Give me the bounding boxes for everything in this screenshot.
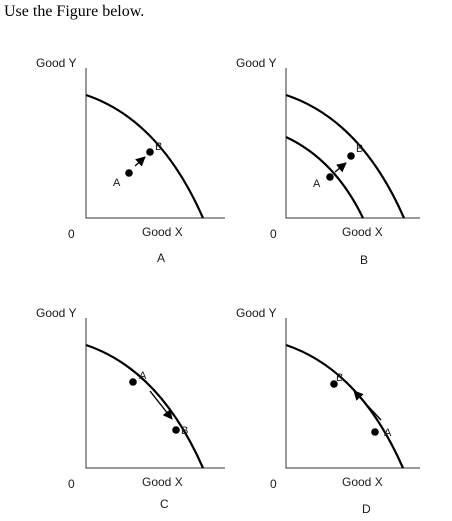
axes: [85, 68, 225, 219]
point-b: [330, 380, 338, 388]
x-axis-label: Good X: [142, 225, 183, 239]
y-axis-label: Good Y: [236, 306, 276, 320]
panel-a: Good Y 0 Good X A B A: [36, 56, 225, 265]
panel-label: B: [360, 253, 368, 267]
panel-d: Good Y 0 Good X B A D: [236, 306, 420, 516]
point-b: [347, 152, 355, 160]
origin-label: 0: [68, 477, 75, 491]
y-axis-label: Good Y: [36, 56, 76, 70]
y-axis-label: Good Y: [36, 306, 76, 320]
origin-label: 0: [270, 227, 277, 241]
point-b-label: B: [336, 372, 343, 384]
point-a: [326, 173, 334, 181]
point-a: [125, 169, 133, 177]
arrow: [134, 156, 146, 167]
point-a: [371, 428, 379, 436]
ppf-curve-outer: [285, 93, 406, 219]
point-a-label: A: [139, 370, 147, 382]
point-a-label: A: [313, 178, 321, 190]
point-b: [172, 426, 180, 434]
point-b: [146, 148, 154, 156]
point-a-label: A: [384, 427, 392, 439]
point-b-label: B: [356, 143, 363, 155]
x-axis-label: Good X: [342, 225, 383, 239]
arrow: [353, 390, 382, 421]
ppf-curve: [85, 93, 205, 219]
arrow: [334, 162, 347, 173]
x-axis-label: Good X: [142, 475, 183, 489]
instruction-text: Use the Figure below.: [4, 3, 145, 20]
panel-label: D: [362, 502, 371, 516]
ppf-curve-inner: [285, 136, 364, 219]
panel-b: Good Y 0 Good X A B B: [236, 56, 420, 267]
origin-label: 0: [270, 477, 277, 491]
axes: [285, 68, 420, 219]
panel-label: C: [160, 497, 169, 511]
axes: [285, 318, 420, 469]
arrow: [149, 390, 173, 420]
ppf-curve: [85, 343, 205, 469]
panel-c: Good Y 0 Good X A B C: [36, 306, 225, 511]
x-axis-label: Good X: [342, 475, 383, 489]
point-b-label: B: [181, 425, 188, 437]
ppf-curve: [285, 343, 405, 469]
point-b-label: B: [155, 141, 162, 153]
y-axis-label: Good Y: [236, 56, 276, 70]
axes: [85, 318, 225, 469]
point-a-label: A: [113, 177, 121, 189]
origin-label: 0: [68, 227, 75, 241]
panel-label: A: [157, 251, 165, 265]
point-a: [129, 378, 137, 386]
